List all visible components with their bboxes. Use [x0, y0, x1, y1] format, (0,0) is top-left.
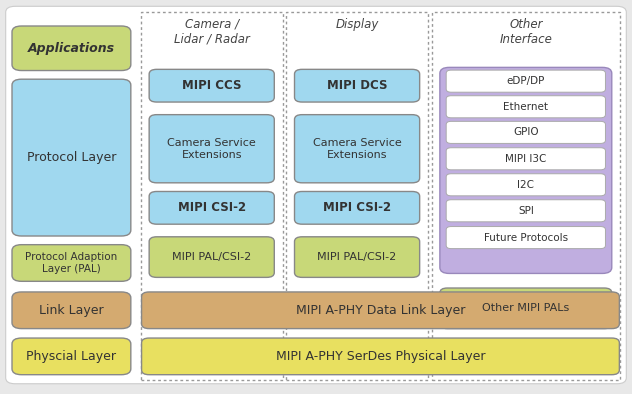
Text: eDP/DP: eDP/DP [507, 76, 545, 86]
Text: Other
Interface: Other Interface [499, 18, 552, 46]
Text: Camera Service
Extensions: Camera Service Extensions [313, 138, 401, 160]
FancyBboxPatch shape [149, 191, 274, 224]
Text: Protocol Layer: Protocol Layer [27, 151, 116, 164]
FancyBboxPatch shape [142, 338, 619, 375]
Bar [141, 12, 283, 380]
Text: MIPI A-PHY Data Link Layer: MIPI A-PHY Data Link Layer [296, 304, 465, 317]
Text: Physcial Layer: Physcial Layer [27, 350, 116, 363]
Bar [286, 12, 428, 380]
FancyBboxPatch shape [12, 292, 131, 329]
FancyBboxPatch shape [142, 292, 619, 329]
Text: Ethernet: Ethernet [503, 102, 549, 112]
Text: MIPI PAL/CSI-2: MIPI PAL/CSI-2 [317, 252, 397, 262]
Text: Future Protocols: Future Protocols [483, 232, 568, 243]
Text: MIPI PAL/CSI-2: MIPI PAL/CSI-2 [172, 252, 252, 262]
FancyBboxPatch shape [446, 70, 605, 92]
FancyBboxPatch shape [6, 6, 626, 384]
FancyBboxPatch shape [295, 69, 420, 102]
Text: Camera Service
Extensions: Camera Service Extensions [167, 138, 256, 160]
Text: Display: Display [336, 18, 379, 31]
FancyBboxPatch shape [440, 67, 612, 273]
FancyBboxPatch shape [446, 148, 605, 170]
FancyBboxPatch shape [12, 338, 131, 375]
Text: Link Layer: Link Layer [39, 304, 104, 317]
Text: Protocol Adaption
Layer (PAL): Protocol Adaption Layer (PAL) [25, 252, 118, 274]
Text: I2C: I2C [518, 180, 534, 190]
FancyBboxPatch shape [149, 237, 274, 277]
FancyBboxPatch shape [12, 245, 131, 281]
Text: MIPI CSI-2: MIPI CSI-2 [323, 201, 391, 214]
Text: MIPI I3C: MIPI I3C [505, 154, 547, 164]
Text: Other MIPI PALs: Other MIPI PALs [482, 303, 569, 313]
FancyBboxPatch shape [295, 237, 420, 277]
Text: MIPI A-PHY SerDes Physical Layer: MIPI A-PHY SerDes Physical Layer [276, 350, 485, 363]
FancyBboxPatch shape [446, 121, 605, 143]
FancyBboxPatch shape [12, 79, 131, 236]
FancyBboxPatch shape [149, 115, 274, 183]
FancyBboxPatch shape [149, 69, 274, 102]
FancyBboxPatch shape [12, 26, 131, 71]
FancyBboxPatch shape [446, 96, 605, 118]
Text: SPI: SPI [518, 206, 534, 216]
FancyBboxPatch shape [446, 200, 605, 222]
Text: Applications: Applications [28, 42, 115, 55]
Text: MIPI CCS: MIPI CCS [182, 79, 241, 92]
FancyBboxPatch shape [446, 174, 605, 196]
FancyBboxPatch shape [295, 191, 420, 224]
FancyBboxPatch shape [446, 227, 605, 249]
FancyBboxPatch shape [295, 115, 420, 183]
Bar [432, 12, 620, 380]
Text: MIPI CSI-2: MIPI CSI-2 [178, 201, 246, 214]
Text: GPIO: GPIO [513, 127, 538, 138]
Text: MIPI DCS: MIPI DCS [327, 79, 387, 92]
Text: Camera /
Lidar / Radar: Camera / Lidar / Radar [174, 18, 250, 46]
FancyBboxPatch shape [440, 288, 612, 329]
